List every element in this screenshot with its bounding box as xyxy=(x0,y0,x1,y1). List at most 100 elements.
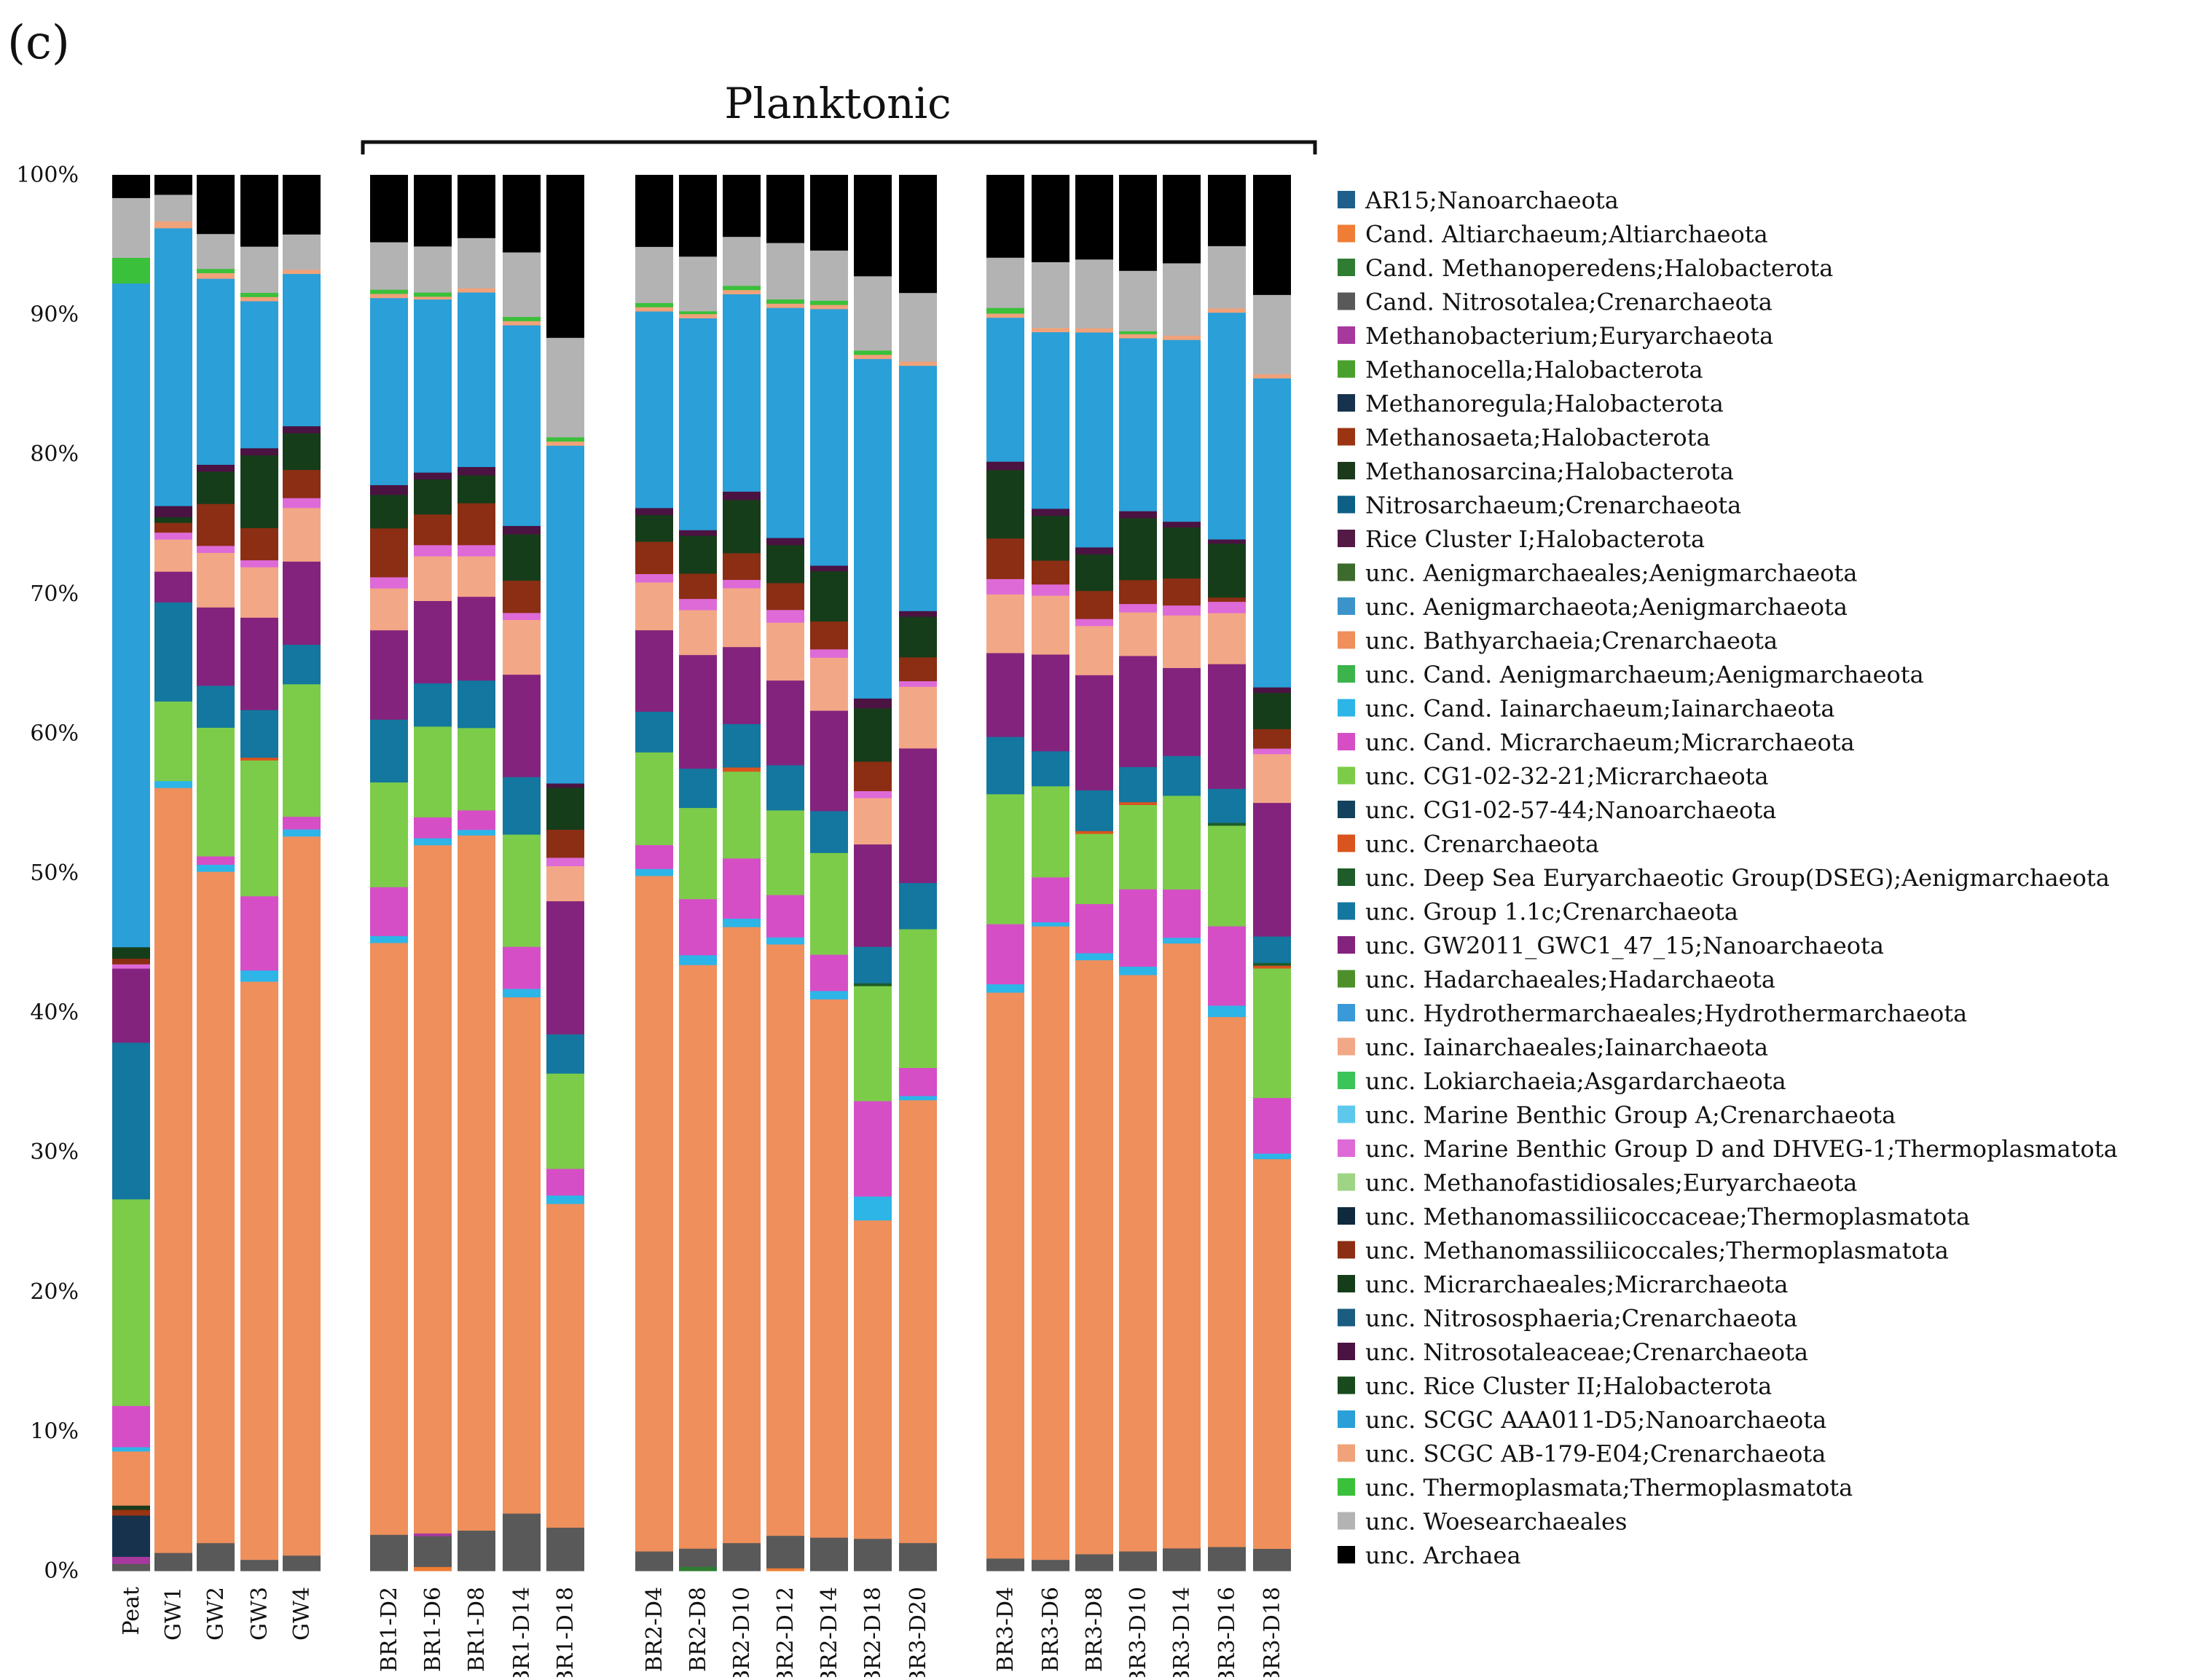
bar-segment xyxy=(283,816,321,830)
bar-segment xyxy=(1253,1548,1291,1571)
legend-label: unc. CG1-02-57-44;Nanoarchaeota xyxy=(1365,796,1776,824)
bar-segment xyxy=(810,710,848,812)
bar-segment xyxy=(766,544,804,584)
bar-segment xyxy=(154,522,192,533)
bar-segment xyxy=(1032,1559,1069,1571)
legend-label: Methanobacterium;Euryarchaeota xyxy=(1365,322,1773,350)
bar-segment xyxy=(1032,922,1069,927)
legend-entry: unc. Rice Cluster II;Halobacterota xyxy=(1338,1373,1772,1400)
bar-segment xyxy=(899,882,937,930)
legend-swatch xyxy=(1338,394,1355,412)
bar-segment xyxy=(679,318,717,530)
legend-swatch xyxy=(1338,326,1355,344)
bar-segment xyxy=(766,943,804,1536)
bar-segment xyxy=(154,1553,192,1571)
bar-segment xyxy=(1253,1097,1291,1154)
bar-segment xyxy=(1208,1546,1246,1571)
bar-segment xyxy=(854,797,892,845)
bar-segment xyxy=(458,503,495,546)
legend-entry: unc. Woesearchaeales xyxy=(1338,1508,1627,1536)
legend-label: unc. SCGC AB-179-E04;Crenarchaeota xyxy=(1365,1440,1826,1468)
x-tick-label: BR1-D8 xyxy=(464,1587,490,1672)
bar-segment xyxy=(197,552,235,608)
bar-segment xyxy=(810,999,848,1538)
bar-segment xyxy=(197,272,235,279)
bar-segment xyxy=(766,1568,804,1571)
legend-entry: Cand. Nitrosotalea;Crenarchaeota xyxy=(1338,288,1773,316)
bar-segment xyxy=(240,1559,278,1571)
bar-segment xyxy=(679,609,717,656)
bar-segment xyxy=(154,506,192,518)
bar-segment xyxy=(458,727,495,811)
bar-segment xyxy=(635,175,673,247)
bar-segment xyxy=(503,946,541,989)
bar-segment xyxy=(1032,262,1069,329)
x-tick-label: GW4 xyxy=(289,1587,315,1641)
legend-label: unc. Methanofastidiosales;Euryarchaeota xyxy=(1365,1169,1857,1197)
bar-segment xyxy=(1032,508,1069,517)
legend-entry: unc. Nitrososphaeria;Crenarchaeota xyxy=(1338,1305,1797,1332)
x-tick-label: BR3-D14 xyxy=(1169,1587,1195,1677)
bar-segment xyxy=(414,683,452,727)
bar-segment xyxy=(679,965,717,1549)
bar-segment xyxy=(810,570,848,622)
bar-segment xyxy=(1075,831,1113,834)
bar-segment xyxy=(766,242,804,300)
bar-segment xyxy=(1119,603,1157,613)
legend: AR15;Nanoarchaeota Cand. Altiarchaeum;Alt… xyxy=(1338,187,2118,1569)
legend-entry: Methanoregula;Halobacterota xyxy=(1338,390,1724,417)
bar-segment xyxy=(197,685,235,728)
bar-segment xyxy=(414,514,452,546)
bar-gw2 xyxy=(197,175,235,1571)
bar-segment xyxy=(197,503,235,546)
bar-segment xyxy=(370,887,408,936)
legend-label: unc. Hydrothermarchaeales;Hydrothermarch… xyxy=(1365,1000,1967,1027)
bar-segment xyxy=(240,455,278,528)
legend-entry: unc. Archaea xyxy=(1338,1542,1521,1569)
bar-segment xyxy=(1119,974,1157,1552)
bar-segment xyxy=(810,648,848,658)
bar-segment xyxy=(414,175,452,247)
bar-segment xyxy=(723,289,761,294)
bar-segment xyxy=(458,544,495,557)
bar-segment xyxy=(458,291,495,468)
legend-label: unc. GW2011_GWC1_47_15;Nanoarchaeota xyxy=(1365,932,1884,959)
bar-segment xyxy=(1253,748,1291,755)
bar-segment xyxy=(112,1446,150,1452)
legend-swatch xyxy=(1338,259,1355,276)
panel-label: (c) xyxy=(7,16,70,70)
bar-segment xyxy=(283,469,321,498)
bar-segment xyxy=(1208,825,1246,927)
bar-segment xyxy=(1032,175,1069,262)
bar-segment xyxy=(370,297,408,485)
bar-segment xyxy=(810,175,848,251)
bar-segment xyxy=(112,1556,150,1564)
bar-segment xyxy=(1163,1547,1201,1571)
bar-segment xyxy=(240,710,278,758)
bar-segment xyxy=(283,273,321,427)
bar-segment xyxy=(1119,517,1157,581)
bar-segment xyxy=(899,747,937,884)
bar-segment xyxy=(1075,675,1113,790)
bar-segment xyxy=(1119,337,1157,511)
legend-swatch xyxy=(1338,733,1355,750)
x-tick-label: BR1-D6 xyxy=(420,1587,446,1672)
bar-segment xyxy=(1075,175,1113,260)
bar-segment xyxy=(1253,967,1291,1099)
bar-segment xyxy=(1163,605,1201,616)
bar-segment xyxy=(546,1203,584,1528)
bar-segment xyxy=(986,652,1024,737)
bar-segment xyxy=(723,857,761,919)
legend-entry: Methanobacterium;Euryarchaeota xyxy=(1338,322,1773,350)
bar-segment xyxy=(414,246,452,293)
legend-swatch xyxy=(1338,224,1355,243)
bar-segment xyxy=(1163,262,1201,336)
y-tick-label: 20% xyxy=(30,1279,79,1305)
bar-segment xyxy=(854,1100,892,1197)
bar-segment xyxy=(810,954,848,992)
legend-label: unc. Cand. Iainarchaeum;Iainarchaeota xyxy=(1365,695,1834,723)
bar-segment xyxy=(458,835,495,1531)
legend-label: Methanosaeta;Halobacterota xyxy=(1365,424,1711,452)
legend-label: unc. Aenigmarchaeales;Aenigmarchaeota xyxy=(1365,560,1857,587)
bar-segment xyxy=(503,525,541,535)
